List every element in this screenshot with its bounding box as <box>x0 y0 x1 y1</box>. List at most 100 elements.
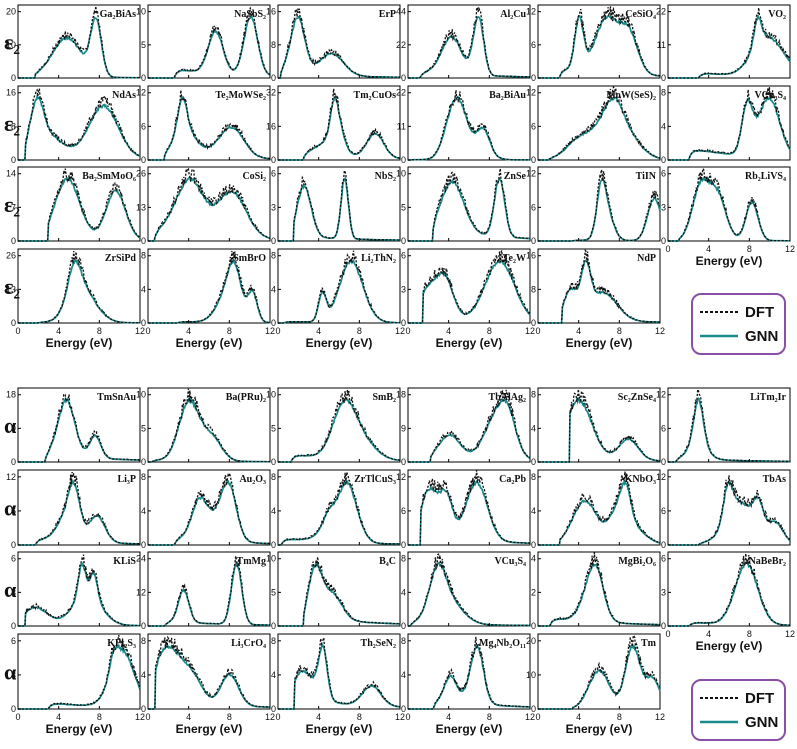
panel-frame <box>147 85 271 161</box>
x-tick-label: 12 <box>525 326 535 336</box>
x-tick-label: 8 <box>747 244 752 254</box>
x-tick-label: 8 <box>747 629 752 639</box>
panel-eps-20: 0 4 8 0 4 8 12 Energy (eV) Li₂ThN₂ <box>271 248 405 350</box>
dft-line <box>408 389 531 463</box>
x-tick-label: 0 <box>145 712 150 722</box>
panel-frame <box>17 166 141 242</box>
y-tick-label: 0 <box>11 540 16 550</box>
y-tick-label: 10 <box>396 169 406 179</box>
dft-line <box>278 389 401 463</box>
x-tick-label: 0 <box>665 244 670 254</box>
y-tick-label: 6 <box>531 121 536 131</box>
x-axis-label: Energy (eV) <box>566 722 633 736</box>
material-label: VCu₃S₄ <box>494 556 526 567</box>
gnn-line <box>538 396 660 463</box>
y-tick-label: 18 <box>396 390 406 400</box>
material-label: VCu₃S₄ <box>754 90 786 101</box>
panel-eps-3: 0 22 44 Al₂Cu <box>396 4 531 83</box>
panel-alpha-4: 0 4 8 Sc₂ZnSe₄ <box>531 387 661 467</box>
panel-alpha-9: 0 6 12 Ca₂Pb <box>396 469 531 550</box>
material-label: NbS₂ <box>375 171 396 182</box>
gnn-line <box>148 14 271 79</box>
x-tick-label: 0 <box>405 326 410 336</box>
x-tick-label: 0 <box>535 712 540 722</box>
x-tick-label: 8 <box>97 712 102 722</box>
panel-eps-9: 0 11 22 Ba₂BiAu <box>396 85 531 165</box>
x-tick-label: 8 <box>357 712 362 722</box>
y-tick-label: 8 <box>271 251 276 261</box>
y-tick-label: 0 <box>531 540 536 550</box>
y-tick-label: 0 <box>271 155 276 165</box>
panel-frame <box>147 633 271 710</box>
panel-frame <box>537 469 661 546</box>
material-label: TmMg <box>237 556 266 567</box>
dft-line <box>148 388 270 463</box>
panel-eps-7: 0 6 12 Te₂MoWSe₂ <box>136 85 271 165</box>
material-label: ZrTlCuS₃ <box>354 474 396 485</box>
x-tick-label: 4 <box>446 712 451 722</box>
y-tick-label: 20 <box>526 636 536 646</box>
dft-line <box>668 87 791 161</box>
dft-line <box>408 553 530 627</box>
y-tick-label: 0 <box>271 540 276 550</box>
y-tick-label: 9 <box>11 423 16 433</box>
gnn-line <box>408 177 530 242</box>
panel-frame <box>537 166 661 242</box>
material-label: ZrSiPd <box>105 253 137 264</box>
y-tick-label: 13 <box>136 202 146 212</box>
y-tick-label: 12 <box>136 88 146 98</box>
y-axis-symbol: ε₂ <box>4 111 20 136</box>
y-tick-label: 0 <box>531 318 536 328</box>
y-tick-label: 12 <box>6 472 16 482</box>
material-label: SmB₂ <box>372 392 396 403</box>
panel-frame <box>147 166 271 242</box>
dft-line <box>148 6 271 79</box>
y-tick-label: 12 <box>656 390 666 400</box>
panel-frame <box>17 85 141 161</box>
panel-eps-10: 0 6 12 MoW(SeS)₂ <box>526 85 661 165</box>
dft-line <box>278 7 400 79</box>
x-tick-label: 12 <box>655 712 665 722</box>
panel-frame <box>667 551 791 627</box>
y-tick-label: 6 <box>401 251 406 261</box>
y-tick-label: 8 <box>531 390 536 400</box>
y-tick-label: 26 <box>6 251 16 261</box>
x-tick-label: 4 <box>56 326 61 336</box>
panel-eps-4: 0 6 12 CeSiO₄ <box>526 4 661 83</box>
x-tick-label: 4 <box>576 712 581 722</box>
gnn-line <box>668 176 790 242</box>
y-tick-label: 16 <box>266 7 276 17</box>
y-tick-label: 0 <box>271 73 276 83</box>
material-label: LiTm₂Ir <box>750 392 786 403</box>
gnn-line <box>148 95 271 161</box>
y-tick-label: 4 <box>141 670 146 680</box>
y-tick-label: 8 <box>141 251 146 261</box>
dft-line <box>18 251 140 324</box>
dft-line <box>408 470 530 546</box>
gnn-line <box>538 480 661 546</box>
material-label: Ba₂SmMoO₆ <box>82 171 136 182</box>
panel-frame <box>277 85 401 161</box>
y-tick-label: 0 <box>661 621 666 631</box>
y-tick-label: 4 <box>661 121 666 131</box>
x-tick-label: 8 <box>357 326 362 336</box>
material-label: Au₂O₃ <box>239 474 266 485</box>
y-tick-label: 13 <box>6 284 16 294</box>
y-tick-label: 0 <box>661 155 666 165</box>
y-tick-label: 10 <box>266 390 276 400</box>
y-tick-label: 0 <box>271 457 276 467</box>
y-tick-label: 4 <box>531 423 536 433</box>
y-tick-label: 2 <box>531 587 536 597</box>
material-label: SmBrO <box>233 253 266 264</box>
x-tick-label: 12 <box>265 712 275 722</box>
y-tick-label: 0 <box>531 621 536 631</box>
panel-alpha-17: 0 3 6 0 4 8 12 Energy (eV) NaBeBr₂ <box>661 551 795 653</box>
y-tick-label: 6 <box>11 554 16 564</box>
panel-frame <box>277 166 401 242</box>
x-tick-label: 0 <box>145 326 150 336</box>
y-tick-label: 0 <box>661 73 666 83</box>
panel-frame <box>17 4 141 79</box>
panel-frame <box>17 633 141 710</box>
y-tick-label: 0 <box>271 704 276 714</box>
y-axis-symbol: α <box>4 413 17 438</box>
